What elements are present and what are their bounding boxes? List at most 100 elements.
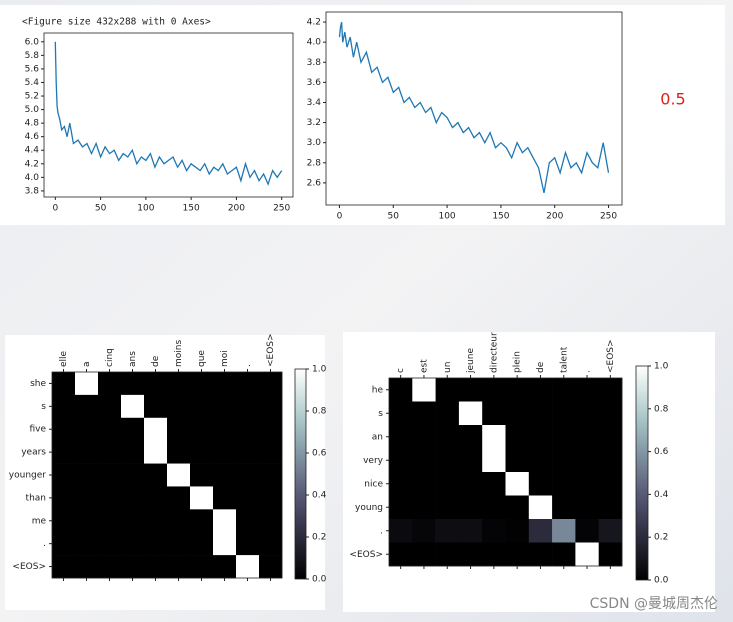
heatmap-cell — [144, 440, 168, 464]
heatmap-cell — [389, 378, 413, 402]
heatmap-cell — [458, 448, 483, 473]
figure-text: <Figure size 432x288 with 0 Axes> — [22, 17, 211, 28]
heatmap-cell — [144, 532, 168, 556]
heatmap-cell — [236, 394, 260, 419]
heatmap-cell — [552, 542, 576, 567]
colorbar-tick-label: 0.2 — [312, 533, 326, 543]
heatmap-cell — [259, 463, 283, 487]
heatmap-cell — [528, 448, 553, 473]
heatmap-cell — [213, 440, 237, 464]
heatmap-cell — [167, 509, 191, 533]
heatmap-cell — [98, 532, 122, 556]
heatmap-cell — [552, 378, 576, 402]
heatmap-cell — [482, 542, 506, 567]
heatmap-cell — [505, 378, 530, 402]
y-tick-label: 4.4 — [25, 146, 40, 156]
heatmap-cell — [598, 378, 623, 402]
y-tick-label: 5.0 — [25, 105, 40, 115]
y-tick-label: 4.8 — [25, 119, 40, 129]
heatmap-cell — [505, 472, 530, 496]
x-tick-label: 200 — [546, 212, 563, 222]
heatmap-cell — [236, 372, 260, 396]
axes-frame — [51, 371, 283, 579]
heatmap-cell — [236, 509, 260, 533]
output-panel — [0, 5, 725, 225]
colorbar — [635, 365, 649, 581]
heatmap-cell — [98, 486, 122, 510]
colorbar-tick-label: 0.8 — [654, 404, 669, 414]
heatmap-cell — [98, 440, 122, 464]
x-tick-label: 50 — [95, 204, 107, 214]
y-tick-label: 6.0 — [25, 37, 40, 47]
heatmap-cell — [435, 448, 460, 473]
heatmap-cell — [552, 472, 576, 496]
heatmap-cell — [259, 440, 283, 464]
heatmap-cell — [190, 372, 214, 396]
heatmap-cell — [75, 532, 99, 556]
y-tick-label: she — [30, 379, 46, 389]
colorbar — [294, 368, 307, 580]
heatmap-cell — [259, 417, 283, 441]
heatmap-cell — [458, 519, 483, 543]
y-tick-label: 3.6 — [307, 78, 322, 88]
colorbar-tick-label: 0.4 — [654, 490, 669, 500]
heatmap-cell — [528, 378, 553, 402]
heatmap-cell — [167, 440, 191, 464]
heatmap-cell — [505, 495, 530, 520]
heatmap-cell — [75, 509, 99, 533]
heatmap-cell — [213, 394, 237, 419]
heatmap-cell — [482, 448, 506, 473]
y-tick-label: 3.4 — [307, 98, 322, 108]
loss-line — [338, 21, 610, 194]
y-tick-label: an — [372, 432, 383, 442]
x-tick-label: 150 — [492, 212, 509, 222]
heatmap-cell — [213, 463, 237, 487]
heatmap-cell — [213, 509, 237, 533]
heatmap-cell — [505, 519, 530, 543]
heatmap-cell — [458, 401, 483, 426]
heatmap-cell — [121, 440, 145, 464]
x-tick-label: moi — [220, 350, 230, 367]
x-tick-label: . — [583, 370, 593, 373]
axes-frame — [388, 377, 623, 567]
heatmap-cell — [167, 372, 191, 396]
x-tick-label: un — [443, 362, 453, 373]
y-tick-label: s — [41, 402, 46, 412]
heatmap-cell — [75, 394, 99, 419]
heatmap-cell — [52, 532, 76, 556]
heatmap-cell — [552, 519, 576, 543]
heatmap-cell — [121, 394, 145, 419]
heatmap-cell — [167, 486, 191, 510]
heatmap-cell — [190, 486, 214, 510]
heatmap-cell — [75, 486, 99, 510]
heatmap-cell — [528, 495, 553, 520]
heatmap-cell — [528, 542, 553, 567]
heatmap-cell — [412, 519, 436, 543]
heatmap-cell — [435, 542, 460, 567]
axes-frame — [43, 32, 294, 198]
heatmap-cell — [435, 519, 460, 543]
heatmap-cell — [213, 417, 237, 441]
heatmap-cell — [236, 440, 260, 464]
heatmap-cell — [389, 425, 413, 449]
heatmap-cell — [575, 378, 599, 402]
heatmap-cell — [190, 509, 214, 533]
x-tick-label: 200 — [228, 204, 245, 214]
x-tick-label: c — [396, 368, 406, 373]
heatmap-cell — [259, 532, 283, 556]
x-tick-label: 150 — [183, 204, 200, 214]
heatmap-cell — [190, 394, 214, 419]
heatmap-cell — [552, 401, 576, 426]
heatmap-cell — [75, 417, 99, 441]
heatmap-cell — [505, 425, 530, 449]
heatmap-cell — [412, 425, 436, 449]
heatmap-cell — [575, 401, 599, 426]
heatmap-cell — [190, 417, 214, 441]
x-tick-label: 0 — [337, 212, 343, 222]
colorbar-tick-label: 1.0 — [312, 365, 327, 375]
colorbar-tick-label: 0.6 — [654, 447, 669, 457]
y-tick-label: 5.6 — [25, 64, 40, 74]
heatmap-cell — [52, 555, 76, 579]
